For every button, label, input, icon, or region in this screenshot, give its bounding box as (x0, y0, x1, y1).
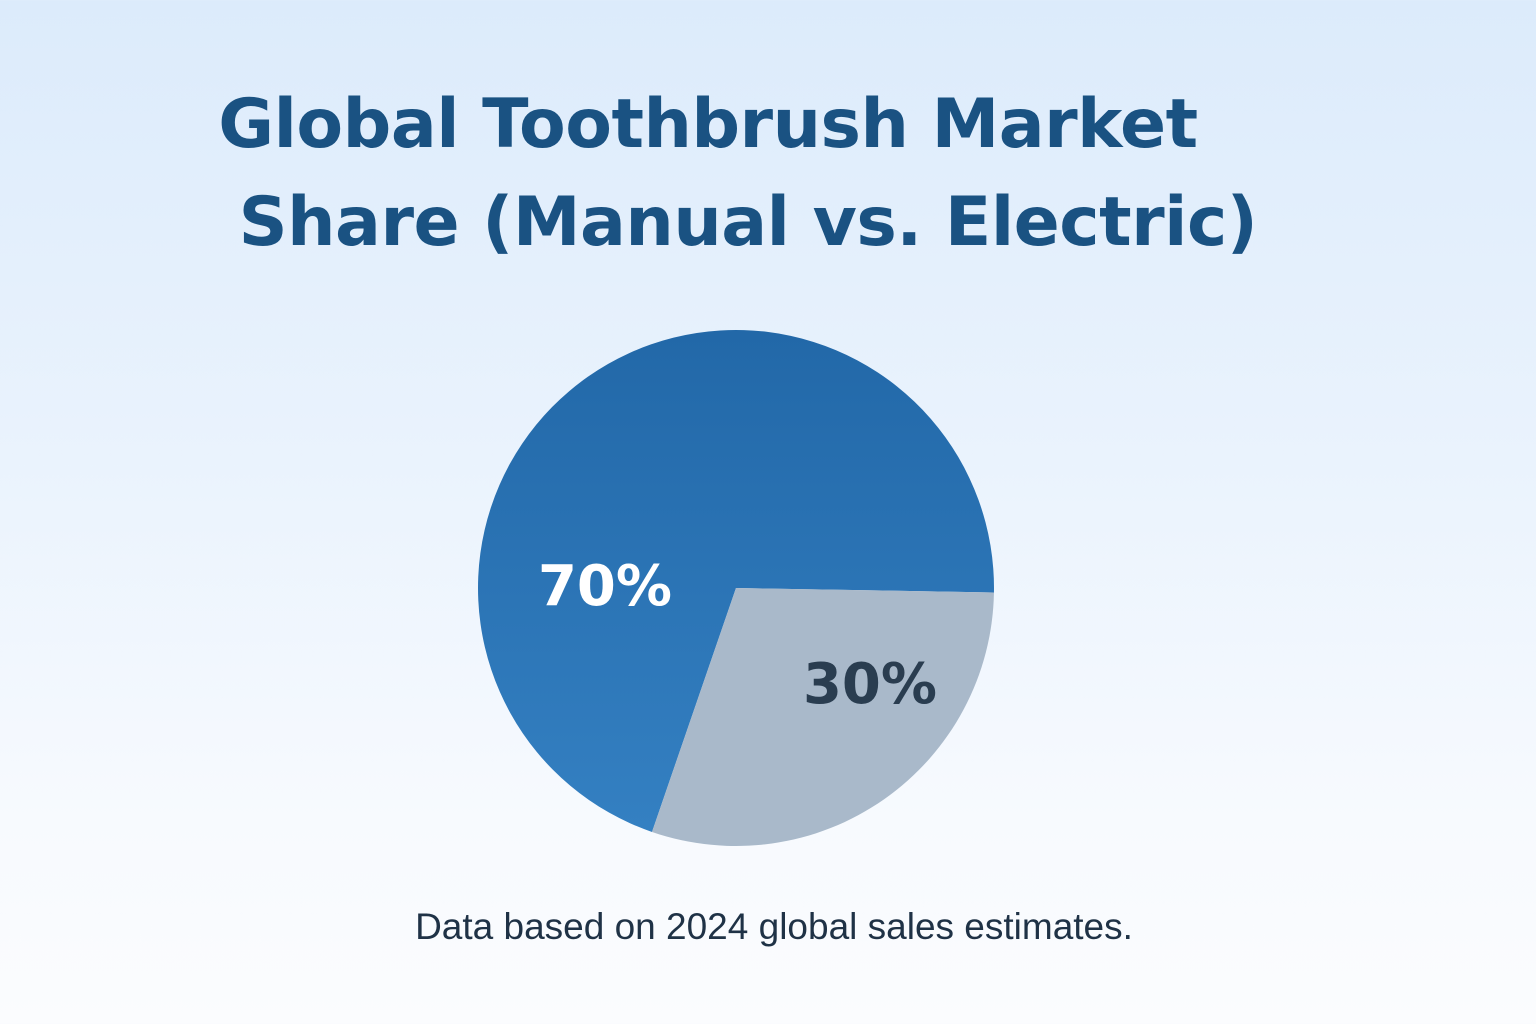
footnote: Data based on 2024 global sales estimate… (415, 906, 1133, 947)
chart-title: Global Toothbrush Market Share (Manual v… (0, 76, 1456, 272)
pie-labels: 70% 30% (538, 554, 937, 717)
pie-slice-1 (477, 329, 994, 832)
pie-slice-1-label: 70% (538, 554, 672, 619)
pie-slices (477, 329, 994, 846)
chart-title-line-2: Share (Manual vs. Electric) (238, 183, 1258, 262)
pie-slice-2 (652, 588, 994, 846)
pie-slice-2-label: 30% (803, 652, 937, 717)
chart-title-line-1: Global Toothbrush Market (218, 85, 1198, 164)
